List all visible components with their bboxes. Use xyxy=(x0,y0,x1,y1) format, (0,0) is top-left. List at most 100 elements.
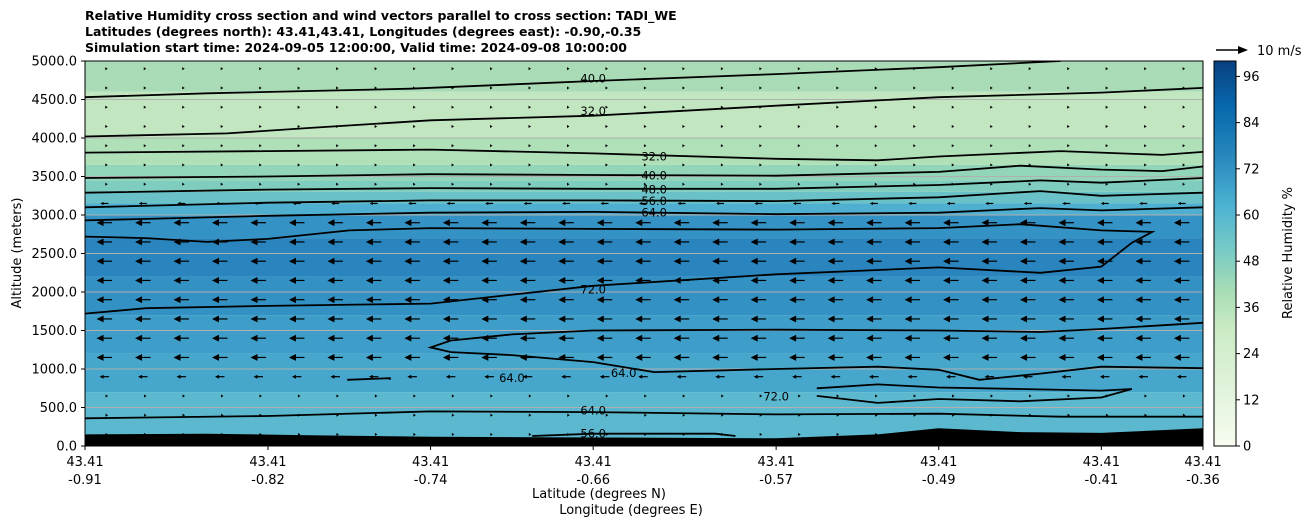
wind-vector xyxy=(1020,296,1036,304)
wind-vector xyxy=(1028,86,1032,90)
y-axis: 0.0 500.0 1000.0 1500.0 2000.0 2500.0 3000.0 35… xyxy=(32,55,85,455)
wind-vector xyxy=(173,219,190,227)
wind-vector xyxy=(490,394,493,398)
wind-vector xyxy=(404,238,420,246)
wind-vector xyxy=(1173,238,1190,246)
wind-vector xyxy=(874,163,878,167)
wind-vector xyxy=(250,334,266,342)
wind-vector xyxy=(797,144,801,148)
wind-vector xyxy=(451,394,455,398)
wind-vector xyxy=(182,67,185,71)
wind-vector xyxy=(528,394,532,398)
wind-vector xyxy=(566,86,570,90)
wind-vector xyxy=(336,394,339,398)
wind-vector xyxy=(490,182,493,186)
wind-vector xyxy=(643,163,647,167)
wind-vector xyxy=(673,238,690,246)
wind-vector xyxy=(528,182,532,186)
wind-vector xyxy=(789,257,805,265)
wind-vector xyxy=(798,394,801,398)
wind-vector xyxy=(869,374,879,379)
wind-vector xyxy=(943,354,959,361)
wind-vector xyxy=(173,277,190,284)
wind-vector xyxy=(1182,105,1186,109)
wind-vector xyxy=(481,354,497,361)
wind-vector xyxy=(404,257,420,265)
wind-vector xyxy=(1096,354,1113,361)
x-tick-label-lat: 43.41 xyxy=(249,455,286,470)
wind-vector xyxy=(330,374,340,379)
wind-vector xyxy=(836,432,840,437)
wind-vector xyxy=(212,257,228,265)
wind-vector xyxy=(1182,182,1186,186)
wind-vector xyxy=(451,105,455,109)
contour-line xyxy=(532,432,736,437)
wind-vector xyxy=(365,334,382,342)
wind-vector xyxy=(830,374,841,379)
wind-vector xyxy=(913,124,916,129)
wind-vector xyxy=(451,124,455,129)
wind-vector xyxy=(836,67,839,71)
wind-vector xyxy=(789,315,805,323)
wind-vector xyxy=(797,182,801,186)
wind-vector xyxy=(1020,315,1036,323)
wind-vector xyxy=(981,315,998,323)
wind-vector xyxy=(874,124,878,129)
wind-vector xyxy=(750,219,767,227)
wind-vector xyxy=(605,182,608,186)
wind-vector xyxy=(750,354,767,361)
wind-vector xyxy=(519,296,536,304)
wind-vector xyxy=(490,144,493,148)
contour-label: 48.0 xyxy=(641,183,667,197)
wind-vector xyxy=(643,105,647,109)
wind-vector xyxy=(1135,277,1151,284)
x-tick-label-lat: 43.41 xyxy=(758,455,795,470)
wind-vector xyxy=(981,334,998,342)
y-tick-label: 500.0 xyxy=(40,401,77,416)
wind-vector xyxy=(1058,238,1074,246)
wind-vector xyxy=(1173,277,1190,284)
x-axis-label-lon: Longitude (degrees E) xyxy=(559,503,703,518)
contour-line xyxy=(85,190,1203,209)
wind-vector xyxy=(682,124,685,129)
wind-vector xyxy=(605,124,608,129)
wind-vector xyxy=(1182,163,1186,167)
wind-vector xyxy=(712,334,728,342)
wind-vector xyxy=(374,163,378,167)
wind-vector xyxy=(451,413,455,417)
wind-vector xyxy=(866,277,882,284)
wind-vector xyxy=(990,105,993,109)
wind-vector xyxy=(946,201,955,206)
wind-vector xyxy=(481,238,497,246)
wind-vector xyxy=(1135,257,1151,265)
wind-vector xyxy=(951,86,955,90)
wind-vector xyxy=(485,201,494,206)
wind-vector xyxy=(798,432,801,437)
wind-vector xyxy=(96,296,113,304)
wind-vector xyxy=(221,394,224,398)
wind-vector xyxy=(1020,354,1036,361)
colorbar-label: Relative Humidity % xyxy=(1281,187,1296,319)
wind-vector xyxy=(990,86,993,90)
wind-vector xyxy=(138,374,148,379)
wind-vector xyxy=(789,296,805,304)
wind-vector xyxy=(451,144,455,148)
wind-vector xyxy=(404,296,420,304)
wind-vector xyxy=(566,124,570,129)
wind-vector xyxy=(750,296,767,304)
wind-vector xyxy=(874,86,878,90)
wind-vector xyxy=(215,374,225,379)
wind-vector xyxy=(327,315,343,323)
wind-vector xyxy=(404,219,420,227)
wind-vector xyxy=(212,296,228,304)
wind-vector xyxy=(1067,86,1070,90)
wind-vector xyxy=(490,432,493,437)
wind-vector xyxy=(1176,374,1187,379)
wind-vector xyxy=(528,124,532,129)
wind-vector xyxy=(413,105,416,109)
wind-vector xyxy=(759,124,762,129)
wind-vector xyxy=(327,219,343,227)
wind-vector xyxy=(1096,334,1113,342)
wind-vector xyxy=(797,124,801,129)
wind-vector xyxy=(981,277,998,284)
